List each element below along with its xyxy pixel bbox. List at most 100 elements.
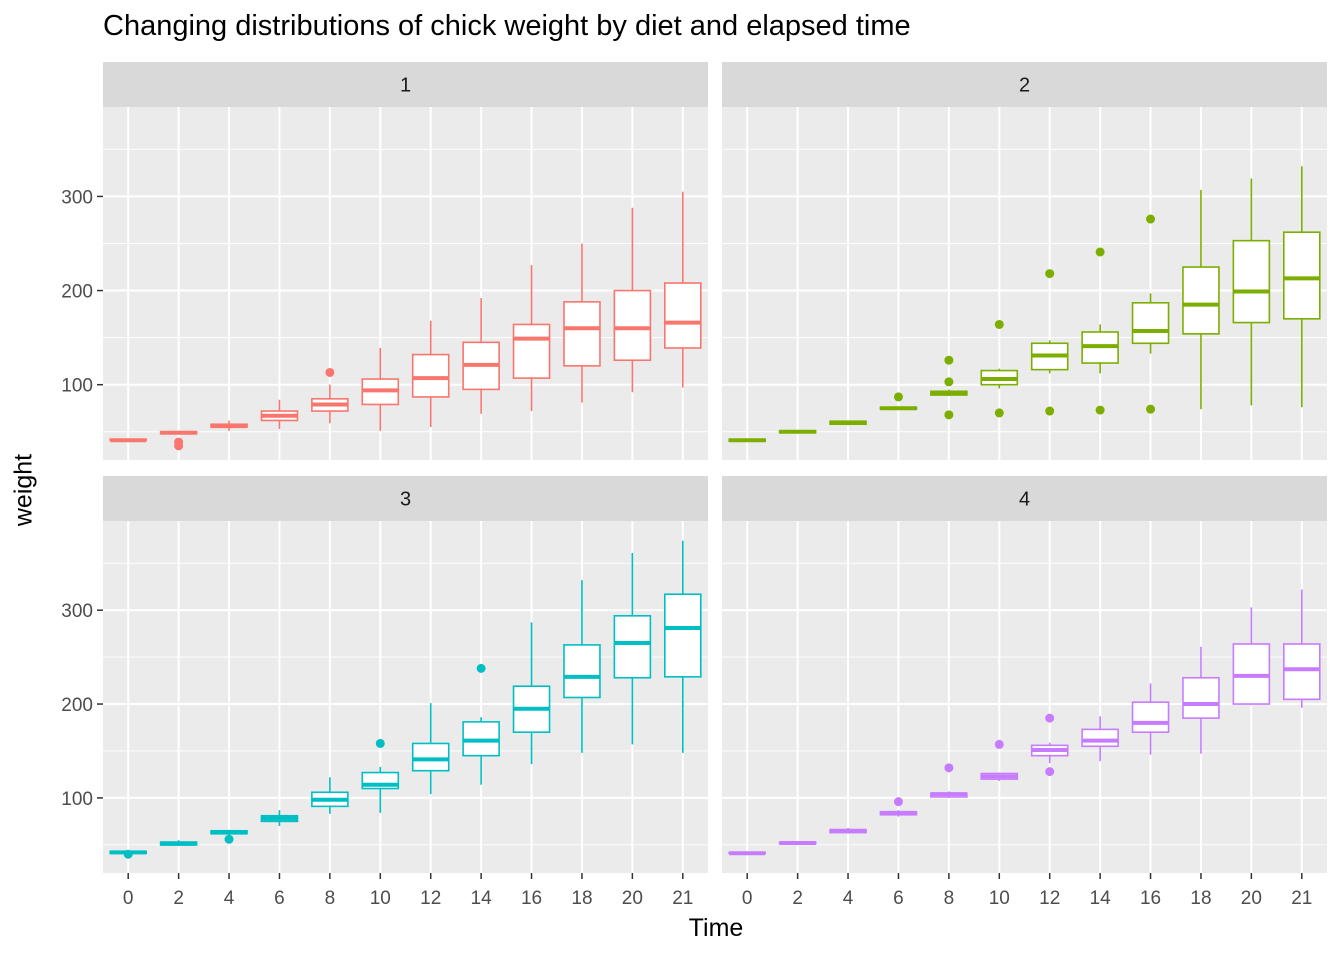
box-iqr [1131,701,1170,733]
box-4-t20 [1232,607,1271,705]
box-2-t10 [980,319,1019,418]
box-iqr [1182,266,1220,335]
box-iqr [1282,643,1321,701]
box-4-t21 [1282,589,1321,708]
box-iqr [512,323,551,379]
y-tick-label: 100 [61,376,93,397]
box-3-t14 [462,663,500,785]
x-tick-label: 4 [224,888,235,909]
facet-strip [722,62,1327,107]
box-4-t16 [1131,683,1170,755]
outlier-point [1146,214,1156,224]
outlier-point [944,355,954,365]
chart-title: Changing distributions of chick weight b… [103,10,911,42]
box-4-t14 [1081,716,1119,762]
panel-background [103,107,708,460]
box-2-t0 [728,438,767,443]
y-tick-label: 300 [61,187,93,208]
x-tick-label: 4 [843,888,854,909]
box-1-t18 [563,243,601,403]
outlier-point [1045,767,1055,777]
facet-strip-label: 1 [400,75,411,97]
box-4-t4 [829,827,867,834]
box-1-t21 [663,191,702,388]
x-tick-label: 16 [521,888,542,909]
x-tick-label: 6 [893,888,904,909]
box-2-t2 [778,429,817,434]
x-axis-title: Time [0,914,1344,943]
facet-strip [103,62,708,107]
box-iqr [1232,239,1271,324]
box-3-t6 [260,810,299,827]
box-iqr [1282,231,1321,320]
box-3-t8 [311,777,349,814]
x-tick-label: 10 [370,888,391,909]
box-4-t8 [930,763,968,798]
box-3-t20 [613,552,652,745]
box-1-t6 [260,399,299,429]
outlier-point [1095,247,1105,257]
box-iqr [411,742,450,772]
box-4-t6 [879,797,918,817]
outlier-point [174,437,184,447]
facet-strip [722,476,1327,521]
y-tick-label: 200 [61,695,93,716]
box-4-t0 [728,851,767,856]
facet-strip [103,476,708,521]
box-2-t18 [1182,189,1220,410]
box-3-t18 [563,580,601,753]
box-3-t21 [663,540,702,753]
box-2-t6 [879,392,918,411]
box-iqr [613,615,652,679]
x-tick-label: 14 [1090,888,1112,909]
outlier-point [375,738,385,748]
box-iqr [613,289,652,362]
panel-background [722,521,1327,873]
panel-background [103,521,708,873]
box-2-t21 [1282,166,1321,408]
box-2-t12 [1030,269,1069,416]
box-1-t20 [613,207,652,393]
outlier-point [224,834,234,844]
box-4-t18 [1182,646,1220,754]
box-4-t10 [980,739,1019,782]
x-tick-label: 8 [944,888,955,909]
x-tick-label: 18 [571,888,592,909]
x-tick-label: 20 [1241,888,1262,909]
x-tick-label: 16 [1140,888,1161,909]
x-tick-label: 10 [989,888,1010,909]
outlier-point [944,763,954,773]
box-2-t4 [829,420,867,426]
outlier-point [1045,406,1055,416]
panel-background [722,107,1327,460]
outlier-point [1045,269,1055,279]
box-3-t12 [411,703,450,795]
facet-panel-2: 2 [722,62,1327,460]
box-2-t8 [930,355,968,420]
box-1-t10 [361,347,400,431]
outlier-point [994,319,1004,329]
facet-panel-1: 1 100 200 300 [61,62,708,460]
box-iqr [563,301,601,367]
y-tick-label: 300 [61,601,93,622]
x-tick-label: 6 [274,888,285,909]
outlier-point [944,377,954,387]
x-tick-label: 8 [325,888,336,909]
box-1-t4 [210,420,248,431]
box-iqr [663,593,702,678]
x-tick-label: 14 [471,888,493,909]
box-iqr [1131,301,1170,345]
box-4-t12 [1030,713,1069,777]
x-tick-label: 20 [622,888,643,909]
y-tick-label: 100 [61,789,93,810]
box-3-t0 [109,849,148,859]
box-3-t10 [361,738,400,813]
box-4-t2 [778,840,817,845]
x-tick-label: 0 [123,888,134,909]
box-2-t16 [1131,214,1170,414]
outlier-point [944,410,954,420]
outlier-point [994,739,1004,749]
facet-strip-label: 4 [1019,489,1030,511]
x-tick-label: 2 [173,888,184,909]
